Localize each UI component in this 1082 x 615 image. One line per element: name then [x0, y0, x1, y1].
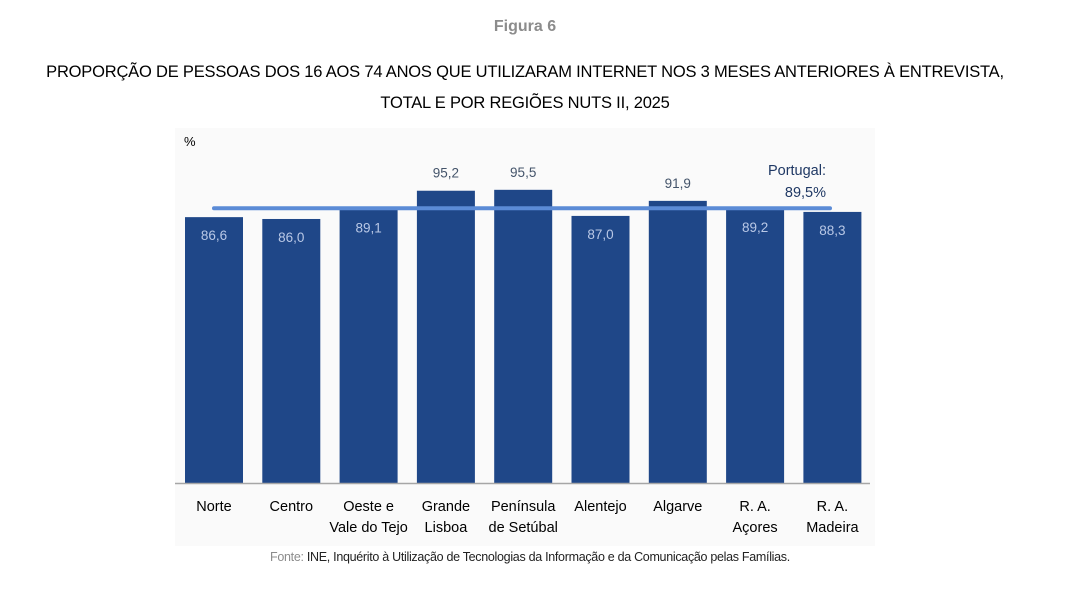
- category-label-7-0: R. A.: [739, 499, 770, 515]
- category-label-2-0: Oeste e: [343, 499, 394, 515]
- category-label-8-0: R. A.: [817, 499, 848, 515]
- chart-title-line-2: TOTAL E POR REGIÕES NUTS II, 2025: [380, 94, 670, 112]
- category-label-6-0: Algarve: [653, 499, 702, 515]
- value-label-7: 89,2: [742, 220, 768, 235]
- reference-label-line-1: Portugal:: [768, 163, 826, 179]
- value-label-0: 86,6: [201, 228, 227, 243]
- figure-label: Figura 6: [493, 18, 557, 35]
- category-label-2-1: Vale do Tejo: [329, 520, 407, 536]
- category-label-3-1: Lisboa: [425, 520, 469, 536]
- bar-6: [648, 200, 707, 483]
- category-label-3-0: Grande: [422, 499, 470, 515]
- category-label-7-1: Açores: [733, 520, 778, 536]
- y-axis-unit-label: %: [184, 134, 196, 149]
- bar-0: [185, 217, 243, 483]
- category-label-0-0: Norte: [196, 499, 231, 515]
- category-label-5-0: Alentejo: [574, 499, 626, 515]
- bar-5: [571, 215, 630, 483]
- source-note: Fonte: INE, Inquérito à Utilização de Te…: [0, 550, 1060, 564]
- bar-1: [262, 218, 321, 484]
- category-label-8-1: Madeira: [806, 520, 859, 536]
- bar-7: [726, 209, 785, 483]
- bar-4: [494, 189, 553, 483]
- source-label: Fonte:: [270, 550, 304, 564]
- chart-title-line-1: PROPORÇÃO DE PESSOAS DOS 16 AOS 74 ANOS …: [46, 63, 1004, 81]
- reference-label-line-2: 89,5%: [785, 185, 826, 201]
- category-label-4-1: de Setúbal: [489, 520, 558, 536]
- value-label-5: 87,0: [587, 227, 613, 242]
- value-label-6: 91,9: [665, 176, 691, 191]
- source-text: INE, Inquérito à Utilização de Tecnologi…: [303, 550, 790, 564]
- category-label-4-0: Península: [491, 499, 556, 515]
- category-label-1-0: Centro: [270, 499, 314, 515]
- value-label-4: 95,5: [510, 165, 536, 180]
- value-label-2: 89,1: [355, 220, 381, 235]
- bar-8: [803, 211, 862, 483]
- value-label-3: 95,2: [433, 166, 459, 181]
- bar-3: [416, 190, 475, 483]
- value-label-8: 88,3: [819, 223, 845, 238]
- value-label-1: 86,0: [278, 230, 304, 245]
- bar-2: [339, 209, 398, 483]
